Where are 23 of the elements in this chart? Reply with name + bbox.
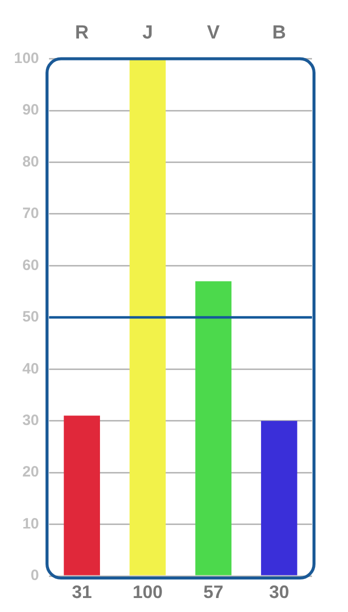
y-tick-label: 70 <box>22 205 40 222</box>
bar <box>195 281 232 576</box>
data-label: 31 <box>72 582 92 602</box>
y-tick-label: 60 <box>22 256 40 274</box>
y-tick-label: 80 <box>22 153 40 170</box>
bar <box>64 416 100 576</box>
x-tick-label: V <box>207 22 220 44</box>
y-tick-label: 20 <box>22 464 40 481</box>
y-tick-label: 40 <box>22 360 40 378</box>
data-label: 100 <box>132 582 163 602</box>
y-tick-label: 50 <box>22 308 40 326</box>
x-tick-label: R <box>75 22 90 44</box>
x-tick-label: B <box>272 22 286 44</box>
y-tick-label: 100 <box>14 50 40 67</box>
data-label: 30 <box>269 582 290 602</box>
data-label: 57 <box>203 582 224 602</box>
y-tick-label: 30 <box>22 412 40 429</box>
y-tick-label: 90 <box>22 102 40 119</box>
y-tick-label: 10 <box>22 515 40 532</box>
y-tick-label: 0 <box>30 567 40 584</box>
x-tick-label: J <box>142 22 153 44</box>
bar <box>130 58 166 576</box>
bar <box>261 420 298 576</box>
